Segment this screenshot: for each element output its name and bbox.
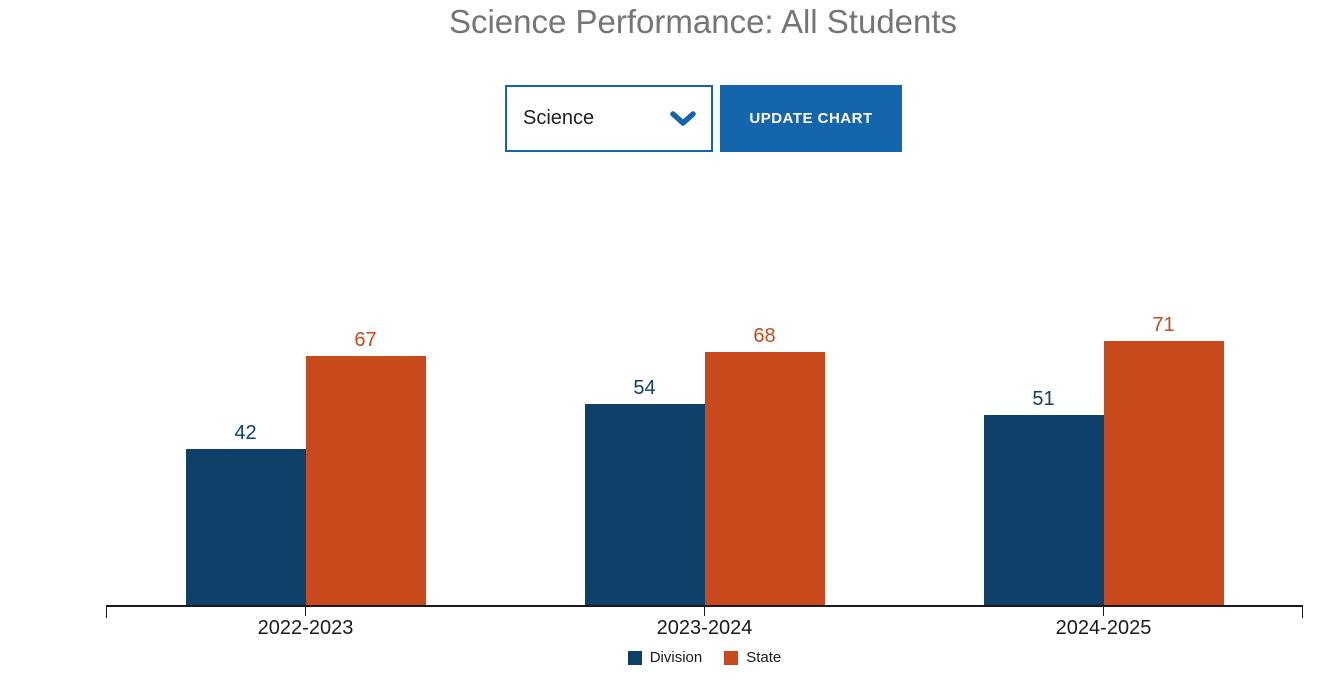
bar-division (185, 449, 306, 605)
bar-value-label: 71 (1152, 314, 1175, 336)
bar-value-label: 51 (1032, 388, 1055, 410)
x-axis-end-tick (106, 607, 107, 618)
subject-select[interactable]: Science (505, 85, 713, 152)
chart-legend: Division State (106, 649, 1303, 666)
bar-value-label: 42 (234, 422, 257, 444)
bar-state (305, 356, 426, 605)
legend-label-division: Division (649, 649, 703, 666)
plot-area: 2022-2023 42 67 2023-2024 54 68 2024-2025 51 71 (106, 300, 1303, 639)
x-axis-label: 2023-2024 (656, 617, 753, 639)
x-axis-line (106, 605, 1303, 607)
legend-item-state: State (724, 649, 781, 666)
division-swatch (627, 650, 642, 665)
bar-state (1103, 341, 1224, 605)
bar-value-label: 54 (633, 377, 656, 399)
bar-value-label: 68 (753, 325, 776, 347)
state-swatch (724, 650, 739, 665)
chart-controls: Science UPDATE CHART (505, 85, 902, 152)
x-axis-end-tick (1302, 607, 1303, 618)
x-tick (305, 607, 306, 616)
update-chart-button[interactable]: UPDATE CHART (720, 85, 902, 152)
legend-item-division: Division (627, 649, 703, 666)
page-title: Science Performance: All Students (448, 3, 958, 40)
x-tick (704, 607, 705, 616)
legend-label-state: State (746, 649, 782, 666)
x-tick (1103, 607, 1104, 616)
bar-state (704, 352, 825, 605)
bar-division (983, 415, 1104, 605)
chevron-down-icon (670, 110, 696, 126)
x-axis-label: 2022-2023 (257, 617, 354, 639)
bar-division (584, 404, 705, 605)
subject-select-value: Science (523, 107, 595, 129)
x-axis-label: 2024-2025 (1055, 617, 1152, 639)
bar-value-label: 67 (354, 329, 377, 351)
